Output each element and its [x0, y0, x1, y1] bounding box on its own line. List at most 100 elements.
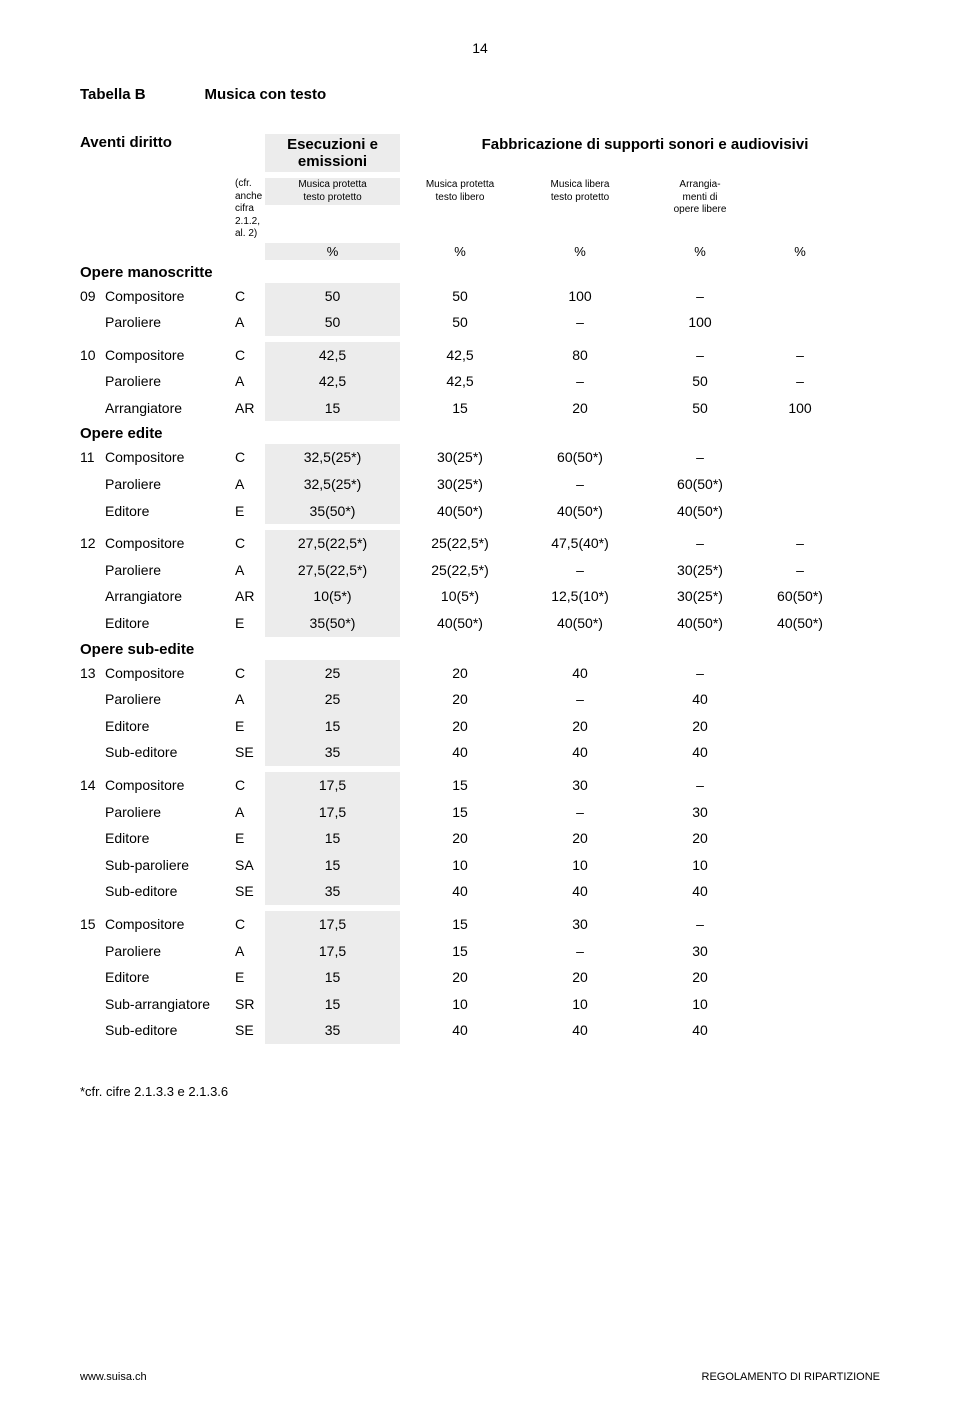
cell-value: 40(50*) — [400, 498, 520, 525]
cell-value: 10 — [640, 991, 760, 1018]
colhead-4: Arrangia- menti di opere libere — [640, 178, 760, 218]
cell-value: 60(50*) — [760, 583, 840, 610]
cell-value: – — [760, 368, 840, 395]
cell-code: A — [235, 686, 265, 713]
col3-l2: testo protetto — [551, 192, 609, 203]
cell-value: – — [520, 368, 640, 395]
cell-role: Compositore — [105, 911, 235, 938]
cell-value: 42,5 — [400, 368, 520, 395]
cell-role: Editore — [105, 498, 235, 525]
table-row: Sub-editoreSE35404040 — [80, 878, 880, 905]
cell-value: 27,5(22,5*) — [265, 557, 400, 584]
cell-value: – — [640, 444, 760, 471]
cell-value: 30 — [640, 799, 760, 826]
percent-row: % % % % % — [80, 243, 880, 260]
cell-role: Compositore — [105, 772, 235, 799]
cell-num: 12 — [80, 530, 105, 557]
table-row: Sub-editoreSE35404040 — [80, 1017, 880, 1044]
cell-role: Compositore — [105, 444, 235, 471]
cell-num: 13 — [80, 660, 105, 687]
cell-value: 20 — [640, 964, 760, 991]
cell-role: Sub-editore — [105, 878, 235, 905]
sub-header-row: (cfr. anche cifra 2.1.2, al. 2) Musica p… — [80, 178, 880, 241]
header-mid-l2: emissioni — [298, 153, 367, 170]
section-edite: Opere edite — [80, 425, 880, 442]
pct-1: % — [265, 243, 400, 260]
cell-code: E — [235, 825, 265, 852]
cell-code: E — [235, 964, 265, 991]
cell-role: Editore — [105, 964, 235, 991]
cell-value: 27,5(22,5*) — [265, 530, 400, 557]
cell-value: – — [760, 530, 840, 557]
cell-value: 50 — [265, 283, 400, 310]
cell-value: 60(50*) — [520, 444, 640, 471]
cell-code: C — [235, 660, 265, 687]
cell-value: 100 — [520, 283, 640, 310]
col4-l3: opere libere — [674, 204, 727, 215]
colhead-2: Musica protetta testo libero — [400, 178, 520, 205]
header-mid: Esecuzioni e emissioni — [265, 134, 400, 172]
cell-value: 40(50*) — [400, 610, 520, 637]
table-row: ParoliereA27,5(22,5*)25(22,5*)–30(25*)– — [80, 557, 880, 584]
cell-value: 47,5(40*) — [520, 530, 640, 557]
cell-value: – — [520, 938, 640, 965]
table-row: Sub-arrangiatoreSR15101010 — [80, 991, 880, 1018]
cell-role: Paroliere — [105, 686, 235, 713]
cell-value: 15 — [265, 713, 400, 740]
cell-code: C — [235, 444, 265, 471]
cfr-l1: (cfr. anche — [235, 178, 265, 203]
cell-role: Paroliere — [105, 799, 235, 826]
cell-value: – — [640, 530, 760, 557]
cell-role: Compositore — [105, 530, 235, 557]
cell-value: 30(25*) — [640, 557, 760, 584]
cell-value: 25(22,5*) — [400, 530, 520, 557]
cell-value: – — [640, 342, 760, 369]
cell-value: 40(50*) — [520, 498, 640, 525]
cell-role: Compositore — [105, 342, 235, 369]
cell-value: 20 — [400, 686, 520, 713]
cell-value: 20 — [400, 964, 520, 991]
cell-value: 35(50*) — [265, 610, 400, 637]
cfr-cell: (cfr. anche cifra 2.1.2, al. 2) — [80, 178, 265, 241]
cell-role: Paroliere — [105, 557, 235, 584]
cell-value: 35(50*) — [265, 498, 400, 525]
cell-code: A — [235, 557, 265, 584]
pct-3: % — [520, 243, 640, 260]
cell-role: Arrangiatore — [105, 395, 235, 422]
cell-value: 35 — [265, 739, 400, 766]
cell-value: – — [760, 342, 840, 369]
cell-role: Sub-arrangiatore — [105, 991, 235, 1018]
table-row: 09CompositoreC5050100– — [80, 283, 880, 310]
table-row: ParoliereA42,542,5–50– — [80, 368, 880, 395]
pct-5: % — [760, 243, 840, 260]
cell-value: 80 — [520, 342, 640, 369]
cell-value: – — [520, 686, 640, 713]
cell-value: 17,5 — [265, 772, 400, 799]
cell-value: 40(50*) — [520, 610, 640, 637]
cell-value: 50 — [640, 368, 760, 395]
col1-l2: testo protetto — [303, 192, 361, 203]
cell-value: 40(50*) — [760, 610, 840, 637]
cell-num: 09 — [80, 283, 105, 310]
cell-num: 15 — [80, 911, 105, 938]
cell-value: 40(50*) — [640, 498, 760, 525]
cell-code: E — [235, 498, 265, 525]
col4-l1: Arrangia- — [679, 179, 720, 190]
pct-2: % — [400, 243, 520, 260]
col2-l2: testo libero — [436, 192, 485, 203]
col1-l1: Musica protetta — [298, 179, 366, 190]
cell-value: 25 — [265, 686, 400, 713]
cfr-l2: cifra 2.1.2, al. 2) — [235, 203, 265, 241]
cell-value: – — [640, 283, 760, 310]
cell-role: Editore — [105, 825, 235, 852]
cell-role: Sub-paroliere — [105, 852, 235, 879]
cell-role: Arrangiatore — [105, 583, 235, 610]
cell-value: 12,5(10*) — [520, 583, 640, 610]
cell-value: 40 — [640, 1017, 760, 1044]
cell-value: 30 — [520, 911, 640, 938]
cell-value: 30(25*) — [400, 444, 520, 471]
table-row: EditoreE15202020 — [80, 713, 880, 740]
colhead-3: Musica libera testo protetto — [520, 178, 640, 205]
cell-value: 50 — [640, 395, 760, 422]
cell-code: A — [235, 799, 265, 826]
